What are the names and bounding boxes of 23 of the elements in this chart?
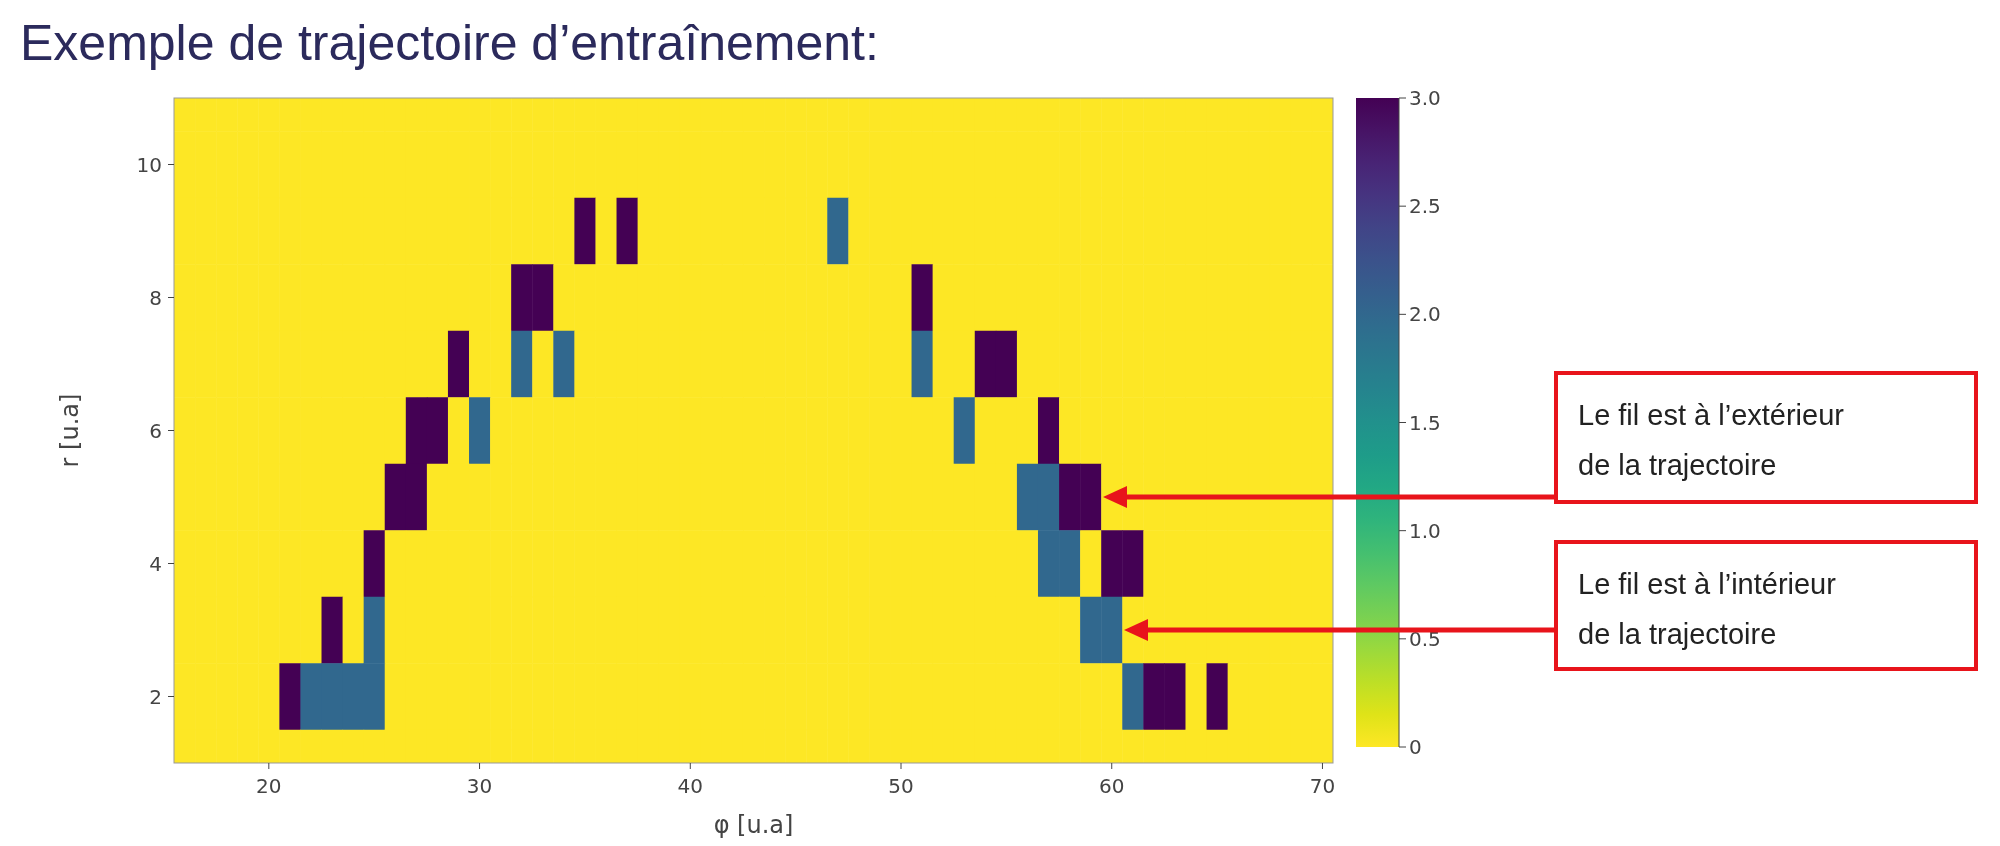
y-tick-label: 8 <box>149 285 162 310</box>
color-bar-label: 3.0 <box>1409 86 1441 110</box>
x-tick-label: 60 <box>1099 774 1125 798</box>
color-bar-label: 0.5 <box>1409 626 1441 651</box>
y-tick-label: 10 <box>136 152 162 177</box>
color-bar-label: 1.5 <box>1409 410 1441 435</box>
x-tick-label: 20 <box>256 774 282 798</box>
x-tick-label: 50 <box>888 774 914 798</box>
color-bar-label: 1.0 <box>1409 518 1441 543</box>
y-tick-label: 6 <box>149 418 162 443</box>
x-tick-label: 70 <box>1309 774 1336 798</box>
text: Le fil est à l’intérieur de la trajectoire <box>1578 568 1837 650</box>
color-bar-label: 2.0 <box>1409 302 1441 327</box>
color-bar-label: 2.5 <box>1409 194 1441 219</box>
text: Le fil est à l’extérieur de la trajectoire <box>1578 399 1845 481</box>
y-axis-title: r [u.a] <box>56 393 84 468</box>
y-tick-label: 4 <box>149 551 162 576</box>
color-bar-label: 0 <box>1409 735 1422 759</box>
chart-title: Exemple de trajectoire d’entraînement: <box>20 15 879 71</box>
x-axis-title: φ [u.a] <box>713 811 794 839</box>
x-tick-label: 30 <box>466 774 493 798</box>
y-tick-label: 2 <box>149 684 162 709</box>
x-tick-label: 40 <box>677 774 704 798</box>
